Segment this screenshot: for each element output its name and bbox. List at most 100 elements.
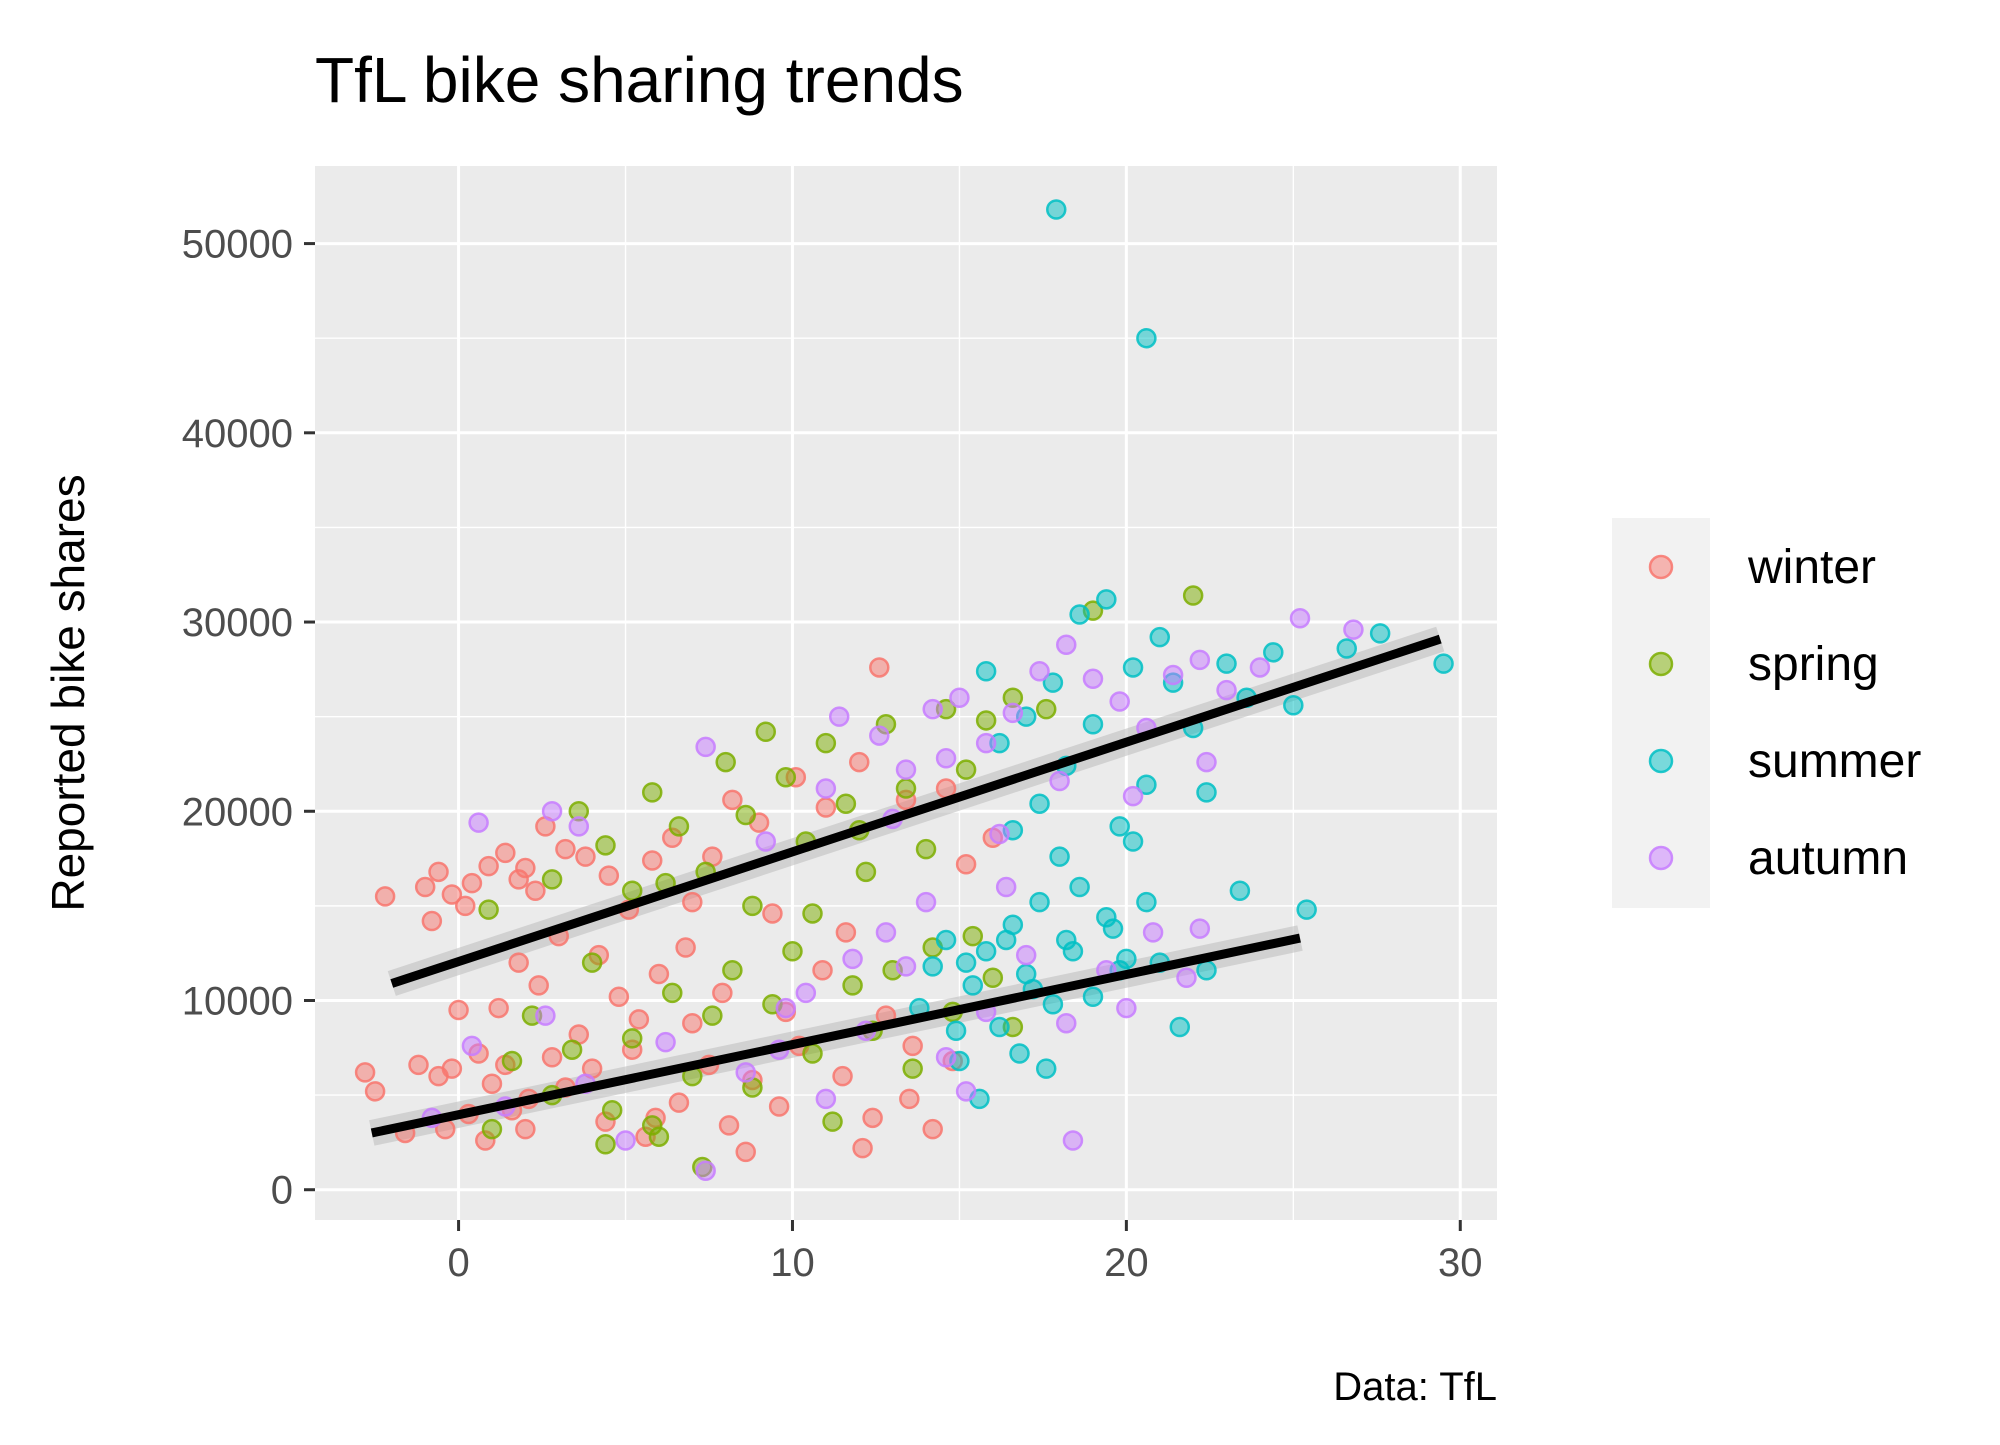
- data-point-spring: [581, 952, 603, 973]
- data-point-summer: [955, 952, 977, 973]
- data-point-winter: [762, 903, 783, 924]
- data-point-spring: [802, 1043, 823, 1064]
- data-point-autumn: [1082, 668, 1104, 690]
- data-point-spring: [782, 941, 803, 962]
- data-point-summer: [1216, 653, 1237, 674]
- data-point-autumn: [935, 1047, 957, 1068]
- data-point-spring: [481, 1118, 503, 1140]
- data-point-summer: [1102, 918, 1124, 939]
- data-point-winter: [641, 850, 663, 871]
- data-point-spring: [478, 899, 499, 920]
- data-point-summer: [1149, 626, 1171, 648]
- data-point-summer: [1109, 816, 1130, 837]
- data-point-autumn: [955, 1081, 977, 1102]
- data-point-autumn: [541, 801, 563, 822]
- data-point-winter: [528, 975, 549, 996]
- data-point-autumn: [1122, 785, 1144, 807]
- data-point-winter: [478, 855, 499, 877]
- data-point-winter: [648, 963, 670, 985]
- data-point-winter: [852, 1137, 873, 1159]
- trend-line-1: [390, 634, 1442, 988]
- data-point-summer: [1169, 1016, 1191, 1038]
- data-point-summer: [1122, 831, 1144, 852]
- legend-key-spring: [1648, 651, 1674, 677]
- data-point-summer: [1042, 672, 1064, 693]
- data-point-autumn: [1162, 664, 1184, 686]
- data-point-summer: [922, 956, 943, 977]
- data-point-autumn: [535, 1005, 556, 1026]
- data-point-autumn: [695, 1160, 716, 1182]
- data-point-spring: [895, 778, 917, 799]
- data-point-autumn: [875, 922, 897, 943]
- data-point-summer: [1369, 623, 1391, 644]
- data-point-autumn: [1189, 649, 1211, 671]
- data-point-winter: [354, 1062, 376, 1083]
- data-point-spring: [1182, 585, 1204, 606]
- data-point-autumn: [915, 891, 937, 913]
- data-point-summer: [962, 975, 984, 996]
- data-point-spring: [662, 982, 683, 1004]
- data-point-summer: [1082, 986, 1104, 1007]
- data-point-winter: [488, 997, 509, 1019]
- x-tick-label: 30: [1438, 1241, 1483, 1285]
- data-point-autumn: [461, 1035, 483, 1057]
- data-point-summer: [1122, 657, 1144, 678]
- data-point-winter: [835, 922, 857, 943]
- data-point-spring: [541, 869, 563, 890]
- data-point-winter: [735, 1141, 756, 1163]
- data-point-winter: [455, 895, 476, 917]
- data-point-autumn: [568, 816, 590, 837]
- data-point-spring: [855, 861, 877, 883]
- data-point-spring: [702, 1005, 723, 1026]
- data-point-autumn: [1343, 619, 1364, 640]
- points-layer: [354, 199, 1454, 1182]
- legend-label-summer: summer: [1748, 735, 1921, 788]
- data-point-summer: [975, 941, 997, 962]
- data-point-summer: [1049, 846, 1070, 867]
- x-axis: 0 10 20 30: [447, 1220, 1483, 1285]
- data-point-winter: [461, 872, 483, 894]
- data-point-summer: [1062, 941, 1084, 962]
- data-point-autumn: [815, 778, 837, 799]
- data-point-winter: [575, 846, 596, 867]
- data-point-summer: [975, 660, 997, 682]
- data-point-autumn: [1002, 702, 1024, 724]
- data-point-summer: [1196, 782, 1217, 803]
- y-axis-title: Reported bike shares: [42, 474, 94, 911]
- data-point-autumn: [989, 823, 1010, 845]
- legend-label-spring: spring: [1748, 638, 1879, 691]
- y-tick-label: 40000: [182, 412, 293, 456]
- data-point-spring: [621, 1028, 643, 1049]
- data-point-spring: [775, 766, 797, 788]
- data-point-winter: [414, 876, 436, 898]
- data-point-winter: [682, 1012, 703, 1034]
- data-point-autumn: [615, 1130, 636, 1151]
- data-point-autumn: [695, 736, 716, 758]
- y-axis: 0 10000 20000 30000 40000 50000: [182, 223, 315, 1213]
- chart-title: TfL bike sharing trends: [315, 44, 964, 116]
- data-point-summer: [1116, 948, 1137, 970]
- y-tick-label: 10000: [182, 979, 293, 1023]
- data-point-winter: [555, 838, 576, 860]
- data-point-autumn: [1196, 751, 1217, 773]
- data-point-winter: [668, 1092, 690, 1113]
- data-point-spring: [902, 1058, 923, 1079]
- data-point-spring: [815, 732, 837, 754]
- data-point-autumn: [1029, 660, 1050, 682]
- data-point-summer: [1136, 774, 1157, 796]
- data-point-winter: [525, 880, 546, 901]
- data-point-spring: [802, 903, 823, 924]
- data-point-autumn: [935, 748, 957, 769]
- data-point-autumn: [1189, 918, 1211, 939]
- data-point-summer: [1229, 880, 1251, 901]
- data-point-autumn: [995, 876, 1017, 898]
- data-point-winter: [675, 937, 696, 958]
- data-point-summer: [945, 1020, 967, 1042]
- data-point-winter: [441, 1058, 463, 1079]
- data-point-summer: [1069, 604, 1090, 625]
- data-point-summer: [989, 1016, 1010, 1038]
- data-point-winter: [712, 982, 733, 1004]
- x-tick-label: 20: [1104, 1241, 1149, 1285]
- data-point-summer: [1082, 713, 1104, 735]
- data-point-autumn: [1056, 1012, 1077, 1034]
